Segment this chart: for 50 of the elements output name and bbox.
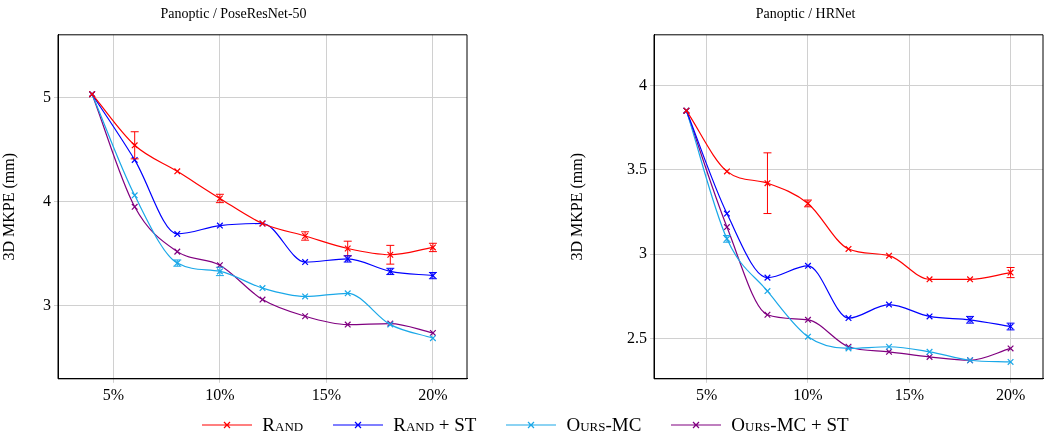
point	[804, 262, 812, 270]
point	[926, 353, 933, 361]
point	[723, 167, 731, 175]
point	[885, 343, 893, 351]
y-tick-label: 4	[43, 191, 51, 209]
point	[845, 245, 852, 253]
x-tick-label: 15%	[311, 385, 342, 403]
point	[344, 321, 352, 329]
x-tick-label: 5%	[696, 385, 718, 403]
y-tick-label: 3	[43, 296, 51, 314]
x-tick-label: 5%	[102, 385, 125, 403]
point	[804, 333, 812, 341]
point	[301, 312, 309, 320]
point	[845, 314, 852, 322]
legend-label: Rand	[262, 414, 304, 436]
point	[764, 287, 771, 295]
x-tick-label: 10%	[793, 385, 823, 403]
y-axis-title: 3D MKPE (mm)	[567, 153, 586, 261]
point	[764, 179, 771, 187]
point	[216, 222, 224, 229]
x-tick-label: 20%	[995, 385, 1026, 403]
x-tick-label: 20%	[418, 385, 448, 403]
legend-label: Rand + ST	[393, 414, 477, 436]
point	[173, 230, 181, 238]
point	[885, 348, 893, 356]
chart-title: Panoptic / PoseResNet-50	[160, 6, 307, 22]
y-tick-label: 3	[639, 244, 647, 262]
point	[301, 293, 309, 300]
point	[259, 284, 266, 292]
point	[1007, 358, 1015, 366]
y-tick-label: 4	[639, 75, 647, 93]
point	[173, 248, 181, 256]
y-tick-label: 5	[43, 87, 51, 105]
point	[926, 275, 933, 283]
point	[966, 275, 974, 283]
point	[131, 203, 139, 211]
legend-label: Ours-MC + ST	[731, 414, 849, 436]
legend-label: Ours-MC	[566, 414, 642, 436]
point	[885, 252, 893, 260]
point	[804, 316, 812, 324]
point	[885, 301, 893, 309]
y-tick-label: 3.5	[627, 159, 647, 177]
x-tick-label: 15%	[894, 385, 924, 403]
point	[926, 348, 933, 356]
point	[764, 311, 771, 319]
y-tick-label: 2.5	[627, 328, 647, 346]
point	[723, 210, 731, 217]
x-tick-label: 10%	[205, 385, 235, 403]
chart-title: Panoptic / HRNet	[755, 6, 856, 22]
y-axis-title: 3D MKPE (mm)	[0, 153, 18, 261]
